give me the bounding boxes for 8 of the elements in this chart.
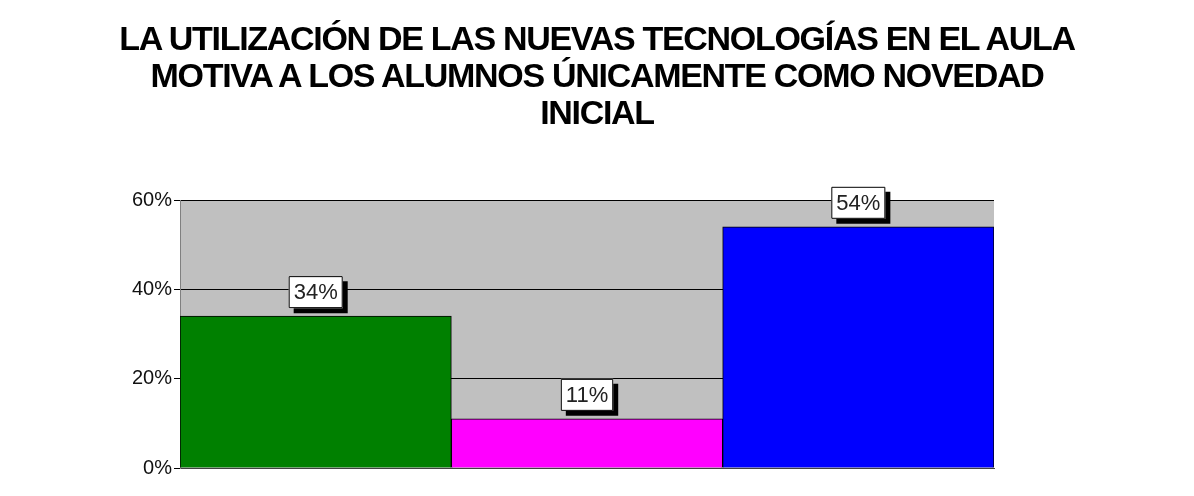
y-tick-label: 60% (132, 187, 173, 210)
chart-title: LA UTILIZACIÓN DE LAS NUEVAS TECNOLOGÍAS EN EL AULA MOTIVA A LOS ALUMNOS ÚNICAMENTE COMO NOVEDAD INICIAL (118, 19, 1076, 131)
y-tick-label: 40% (132, 276, 173, 299)
data-label: 54% (836, 189, 881, 215)
data-label: 11% (565, 381, 609, 407)
y-tick-label: 0% (143, 455, 173, 478)
data-label: 34% (293, 279, 338, 305)
y-tick-label: 20% (132, 366, 173, 389)
